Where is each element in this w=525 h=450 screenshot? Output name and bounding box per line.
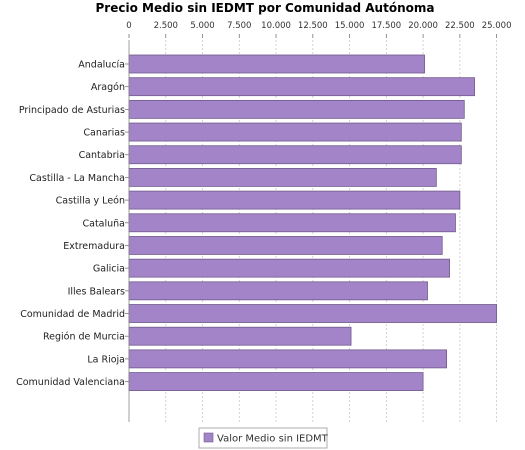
bar[interactable] — [128, 122, 462, 142]
bar[interactable] — [128, 213, 456, 233]
category-labels: Andalucía Aragón Principado de Asturias Can… — [16, 60, 129, 388]
bar[interactable] — [128, 258, 450, 278]
category-label: Aragón — [91, 82, 125, 93]
x-tick-label: 25.000 — [482, 21, 512, 31]
category-label: Extremadura — [63, 241, 125, 252]
bar[interactable] — [128, 326, 352, 346]
x-tick-label: 0 — [126, 21, 131, 31]
bar[interactable] — [128, 304, 498, 323]
category-label: Comunidad de Madrid — [20, 309, 125, 320]
legend-label: Valor Medio sin IEDMT — [217, 434, 329, 445]
bar[interactable] — [128, 168, 437, 187]
x-tick-label: 7.500 — [227, 21, 251, 31]
category-label: Comunidad Valenciana — [16, 377, 125, 388]
category-label: Principado de Asturias — [19, 105, 125, 116]
legend[interactable]: Valor Medio sin IEDMT — [198, 427, 329, 449]
bar[interactable] — [128, 145, 462, 165]
legend-frame — [198, 427, 328, 449]
category-label: Castilla - La Mancha — [29, 173, 125, 184]
bar[interactable] — [128, 54, 425, 74]
category-label: La Rioja — [87, 354, 125, 365]
bar[interactable] — [128, 236, 443, 255]
x-tick-label: 20.000 — [408, 21, 438, 31]
x-tick-label: 10.000 — [261, 21, 291, 31]
bar[interactable] — [128, 99, 465, 119]
x-tick-label: 15.000 — [335, 21, 365, 31]
category-label: Cantabria — [79, 150, 125, 161]
category-label: Illes Balears — [68, 286, 125, 297]
x-tick-label: 12.500 — [298, 21, 328, 31]
category-label: Canarias — [83, 128, 125, 139]
category-label: Andalucía — [78, 60, 125, 71]
bar[interactable] — [128, 190, 461, 210]
legend-swatch — [203, 432, 214, 443]
category-label: Cataluña — [82, 218, 125, 229]
category-label: Región de Murcia — [43, 332, 125, 343]
x-tick-label: 2.500 — [154, 21, 178, 31]
x-tick-label: 17.500 — [371, 21, 401, 31]
category-label: Galicia — [93, 264, 125, 275]
bar[interactable] — [128, 349, 448, 369]
x-tick-label: 22.500 — [445, 21, 475, 31]
bar[interactable] — [128, 281, 428, 301]
bar[interactable] — [128, 77, 475, 97]
x-tick-label: 5.000 — [190, 21, 214, 31]
chart-title: Precio Medio sin IEDMT por Comunidad Aut… — [96, 1, 435, 15]
x-axis-ticks: 0 2.500 5.000 7.500 10.000 12.500 15.000 17.500… — [126, 21, 511, 38]
category-label: Castilla y León — [56, 196, 125, 207]
bar[interactable] — [128, 372, 424, 391]
bars — [128, 54, 498, 391]
